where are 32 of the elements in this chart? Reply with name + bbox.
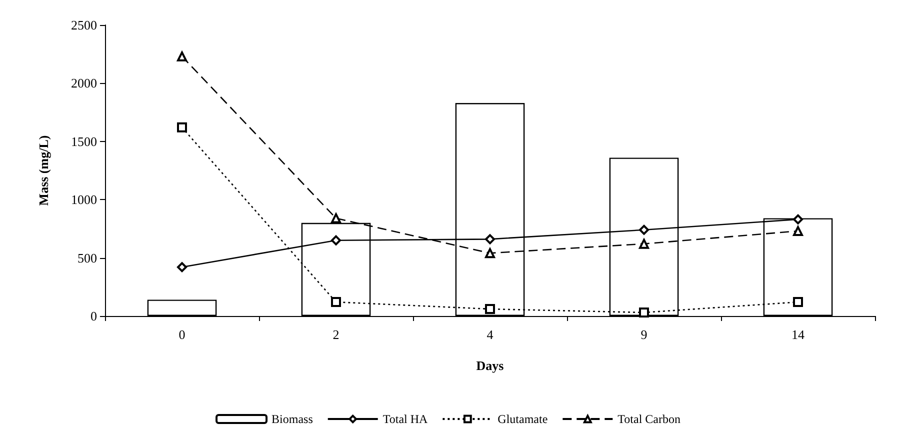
- y-tick-label: 2000: [71, 76, 97, 91]
- y-tick-label: 2500: [71, 18, 97, 32]
- point: [331, 213, 341, 224]
- point: [485, 234, 495, 244]
- point: [793, 297, 803, 308]
- x-tick-label: 9: [640, 327, 648, 342]
- x-tick-label: 14: [792, 327, 805, 342]
- x-tick-label: 2: [332, 327, 340, 342]
- x-axis-title: Days: [476, 358, 504, 373]
- y-tick-label: 1500: [71, 134, 97, 149]
- y-tick-label: 1000: [71, 192, 97, 208]
- y-axis-title: Mass (mg/L): [36, 135, 51, 206]
- y-tick-label: 0: [90, 308, 97, 324]
- point: [793, 214, 803, 224]
- point: [177, 122, 187, 132]
- legend-label: Total Carbon: [618, 412, 680, 426]
- point: [331, 297, 341, 308]
- legend-label: Biomass: [272, 412, 314, 426]
- point: [793, 226, 803, 236]
- point: [177, 51, 187, 62]
- legend-label: Total HA: [382, 412, 428, 426]
- x-tick-label: 0: [178, 327, 186, 342]
- point: [331, 235, 341, 246]
- point: [639, 308, 649, 318]
- legend-label: Glutamate: [498, 412, 548, 426]
- point: [639, 224, 649, 235]
- point: [485, 248, 495, 258]
- point: [485, 304, 495, 314]
- point: [177, 262, 187, 272]
- x-tick-label: 4: [486, 327, 494, 342]
- point: [639, 238, 649, 249]
- y-tick-label: 500: [78, 250, 97, 266]
